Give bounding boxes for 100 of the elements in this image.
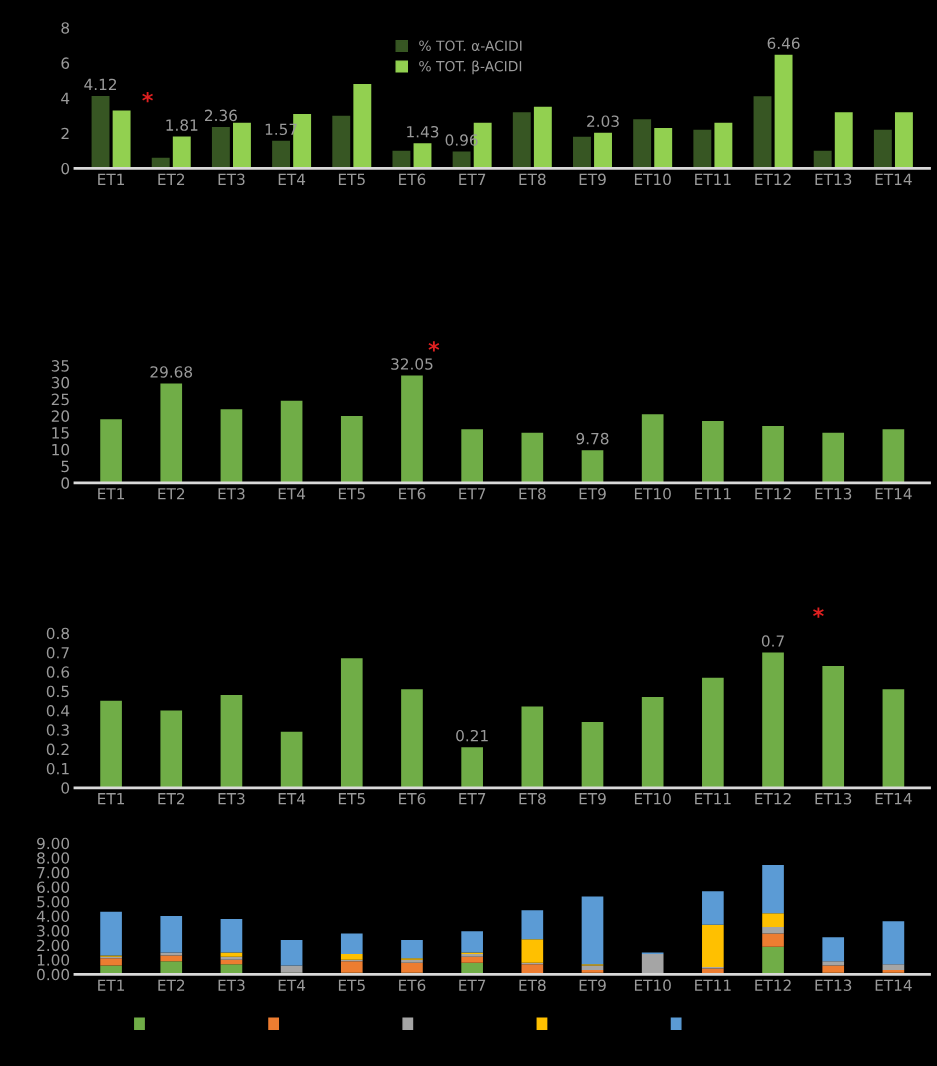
data-label: 0.7 — [761, 635, 784, 647]
y-tick-label: 0 — [61, 477, 70, 489]
legend-label: % TOT. α-ACIDI — [419, 40, 522, 51]
x-tick-label: ET2 — [158, 488, 185, 500]
y-tick-label: 35 — [51, 360, 69, 372]
legend-label: % TOT. β-ACIDI — [419, 60, 522, 75]
x-tick-label: ET4 — [278, 173, 306, 185]
y-tick-label: 6.00 — [37, 881, 70, 893]
x-tick-label: ET3 — [218, 792, 245, 805]
x-tick-label: ET14 — [875, 793, 912, 805]
x-tick-label: ET11 — [695, 979, 731, 991]
x-tick-label: ET13 — [815, 979, 852, 992]
x-tick-label: ET7 — [459, 488, 486, 500]
y-tick-label: 25 — [51, 393, 69, 406]
x-tick-label: ET4 — [278, 793, 306, 805]
y-tick-label: 8.00 — [37, 852, 70, 864]
y-tick-label: 0.3 — [46, 724, 69, 736]
x-tick-label: ET12 — [755, 792, 791, 805]
x-tick-label: ET8 — [519, 979, 546, 992]
data-label: 9.78 — [576, 432, 609, 445]
y-tick-label: 8 — [61, 22, 70, 34]
y-tick-label: 1.00 — [37, 954, 70, 966]
x-tick-label: ET12 — [755, 173, 791, 185]
data-label: 2.03 — [587, 115, 619, 127]
x-tick-label: ET10 — [634, 792, 671, 805]
x-tick-label: ET8 — [519, 173, 546, 186]
y-tick-label: 2.00 — [37, 939, 70, 952]
data-label: 32.05 — [391, 358, 433, 370]
x-tick-label: ET5 — [338, 793, 365, 805]
x-tick-label: ET11 — [695, 793, 731, 805]
x-tick-label: ET4 — [278, 488, 306, 500]
y-tick-label: 30 — [51, 376, 70, 389]
x-tick-label: ET5 — [338, 488, 365, 500]
y-tick-label: 15 — [52, 427, 69, 439]
data-label: 1.81 — [166, 119, 198, 131]
x-tick-label: ET5 — [338, 979, 365, 992]
x-tick-label: ET3 — [218, 979, 245, 992]
y-tick-label: 6 — [61, 57, 70, 69]
x-tick-label: ET2 — [158, 173, 185, 185]
x-tick-label: ET13 — [815, 488, 852, 500]
x-tick-label: ET9 — [579, 488, 606, 500]
data-label: 1.43 — [407, 125, 439, 138]
x-tick-label: ET14 — [875, 979, 912, 991]
x-tick-label: ET13 — [815, 792, 852, 805]
x-tick-label: ET1 — [98, 173, 125, 185]
y-tick-label: 0 — [61, 782, 70, 794]
data-label: 4.12 — [84, 78, 117, 91]
y-tick-label: 0.00 — [37, 968, 70, 981]
data-label: 0.21 — [456, 729, 488, 742]
x-tick-label: ET6 — [399, 979, 426, 992]
text: * — [813, 607, 824, 618]
x-tick-label: ET14 — [875, 173, 912, 185]
x-tick-label: ET2 — [158, 979, 185, 991]
y-tick-label: 0 — [61, 162, 70, 175]
text: * — [428, 341, 440, 352]
x-tick-label: ET3 — [218, 173, 245, 186]
x-tick-label: ET7 — [459, 979, 486, 991]
x-tick-label: ET1 — [98, 979, 125, 991]
y-tick-label: 0.2 — [46, 743, 69, 756]
y-tick-label: 0.6 — [46, 666, 70, 678]
x-tick-label: ET12 — [755, 488, 791, 500]
x-tick-label: ET11 — [695, 173, 731, 185]
x-tick-label: ET14 — [875, 488, 912, 500]
x-tick-label: ET8 — [519, 488, 546, 500]
x-tick-label: ET1 — [98, 488, 125, 500]
x-tick-label: ET11 — [695, 488, 731, 500]
x-tick-label: ET2 — [158, 792, 185, 805]
data-label: 6.46 — [767, 37, 800, 50]
y-tick-label: 0.8 — [46, 627, 70, 640]
y-tick-label: 4 — [61, 92, 70, 104]
x-tick-label: ET9 — [579, 173, 606, 186]
y-tick-label: 20 — [51, 410, 70, 422]
y-tick-label: 0.7 — [46, 646, 69, 659]
y-tick-label: 9.00 — [37, 837, 70, 850]
x-tick-label: ET9 — [579, 979, 606, 992]
x-tick-label: ET1 — [98, 793, 125, 805]
y-tick-label: 5.00 — [37, 895, 70, 908]
y-tick-label: 0.1 — [46, 762, 69, 775]
x-tick-label: ET6 — [399, 792, 426, 805]
x-tick-label: ET8 — [519, 792, 546, 805]
y-tick-label: 7.00 — [37, 866, 70, 879]
y-tick-label: 3.00 — [37, 925, 70, 937]
x-tick-label: ET7 — [459, 173, 486, 185]
x-tick-label: ET9 — [579, 792, 606, 805]
y-tick-label: 0.4 — [46, 704, 70, 717]
x-tick-label: ET6 — [399, 173, 426, 186]
x-tick-label: ET5 — [338, 173, 365, 186]
data-label: 2.36 — [205, 109, 237, 122]
x-tick-label: ET7 — [459, 793, 486, 805]
y-tick-label: 0.5 — [46, 685, 69, 698]
data-label: 29.68 — [150, 366, 193, 378]
x-tick-label: ET6 — [399, 488, 426, 500]
x-tick-label: ET4 — [278, 979, 306, 991]
y-tick-label: 4.00 — [36, 910, 70, 923]
x-tick-label: ET3 — [218, 488, 245, 500]
x-tick-label: ET12 — [755, 979, 791, 991]
y-tick-label: 2 — [61, 127, 69, 140]
x-tick-label: ET10 — [634, 979, 671, 992]
y-tick-label: 10 — [52, 443, 70, 456]
x-tick-label: ET13 — [815, 173, 852, 186]
